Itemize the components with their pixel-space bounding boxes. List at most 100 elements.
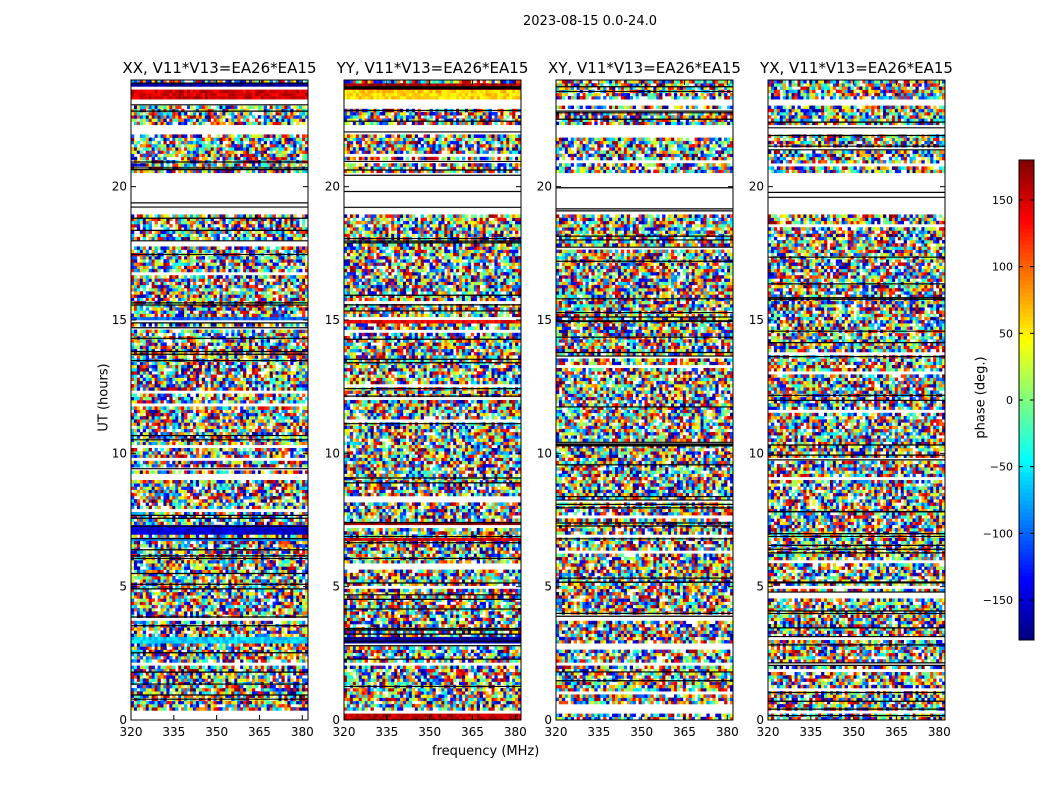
heatmap-cell <box>275 374 279 378</box>
heatmap-cell <box>136 518 141 522</box>
heatmap-cell <box>207 604 211 609</box>
heatmap-cell <box>305 416 308 420</box>
heatmap-cell <box>302 441 306 446</box>
heatmap-cell <box>145 441 149 446</box>
heatmap-cell <box>210 585 214 590</box>
heatmap-cell <box>257 428 262 433</box>
heatmap-cell <box>225 678 229 682</box>
heatmap-cell <box>222 652 226 657</box>
heatmap-cell <box>272 380 276 385</box>
heatmap-cell <box>254 630 259 634</box>
heatmap-cell <box>175 451 179 455</box>
heatmap-cell <box>195 630 200 634</box>
heatmap-cell <box>157 547 161 551</box>
heatmap-cell <box>257 489 262 494</box>
heatmap-cell <box>157 646 161 650</box>
heatmap-cell <box>133 489 138 494</box>
heatmap-cell <box>201 380 206 385</box>
heatmap-cell <box>131 604 135 609</box>
heatmap-cell <box>305 646 308 650</box>
heatmap-cell <box>201 620 206 625</box>
heatmap-cell <box>260 540 265 545</box>
heatmap-cell <box>243 496 247 500</box>
heatmap-cell <box>184 537 188 542</box>
heatmap-cell <box>260 604 265 609</box>
heatmap-cell <box>293 528 297 532</box>
heatmap-cell <box>133 534 138 538</box>
heatmap-cell <box>213 681 217 686</box>
heatmap-cell <box>293 387 297 391</box>
heatmap-cell <box>201 707 206 711</box>
heatmap-cell <box>299 675 303 679</box>
heatmap-cell <box>237 646 241 650</box>
heatmap-cell <box>151 611 155 615</box>
heatmap-cell <box>148 454 152 458</box>
heatmap-cell <box>287 656 291 660</box>
heatmap-cell <box>131 688 135 692</box>
heatmap-cell <box>139 483 144 487</box>
heatmap-cell <box>175 448 179 452</box>
heatmap-cell <box>228 547 232 551</box>
heatmap-cell <box>178 496 182 500</box>
heatmap-cell <box>160 489 164 494</box>
heatmap-cell <box>296 547 300 551</box>
heatmap-cell <box>278 569 282 574</box>
heatmap-cell <box>181 528 185 532</box>
heatmap-cell <box>157 672 161 676</box>
heatmap-cell <box>207 400 211 404</box>
heatmap-cell <box>151 486 155 490</box>
heatmap-cell <box>136 464 141 468</box>
heatmap-cell <box>148 598 152 602</box>
heatmap-cell <box>210 419 214 423</box>
heatmap-cell <box>243 579 247 583</box>
heatmap-cell <box>251 432 256 436</box>
heatmap-cell <box>175 681 179 686</box>
heatmap-cell <box>184 521 188 526</box>
heatmap-cell <box>234 377 238 382</box>
heatmap-cell <box>246 380 250 385</box>
heatmap-cell <box>266 576 270 580</box>
heatmap-cell <box>237 688 241 692</box>
heatmap-cell <box>210 668 214 673</box>
heatmap-cell <box>257 694 262 698</box>
heatmap-cell <box>269 428 273 433</box>
heatmap-cell <box>181 460 185 465</box>
heatmap-cell <box>181 601 185 606</box>
heatmap-cell <box>234 569 238 574</box>
heatmap-cell <box>169 492 173 497</box>
heatmap-cell <box>263 694 267 698</box>
heatmap-cell <box>166 441 170 446</box>
heatmap-cell <box>184 534 188 538</box>
heatmap-cell <box>246 569 250 574</box>
heatmap-cell <box>216 656 220 660</box>
heatmap-cell <box>175 544 179 548</box>
heatmap-cell <box>296 374 300 378</box>
heatmap-cell <box>163 665 167 670</box>
heatmap-cell <box>266 560 270 564</box>
heatmap-cell <box>290 521 294 526</box>
heatmap-cell <box>148 387 152 391</box>
heatmap-cell <box>305 387 308 391</box>
heatmap-cell <box>254 371 259 375</box>
heatmap-cell <box>254 534 259 538</box>
heatmap-cell <box>287 422 291 426</box>
heatmap-cell <box>278 377 282 382</box>
heatmap-cell <box>296 409 300 414</box>
heatmap-cell <box>175 400 179 404</box>
heatmap-cell <box>243 412 247 417</box>
heatmap-cell <box>157 700 161 705</box>
heatmap-cell <box>305 384 308 388</box>
heatmap-cell <box>272 691 276 695</box>
heatmap-cell <box>231 448 235 452</box>
heatmap-cell <box>225 636 229 641</box>
heatmap-cell <box>296 454 300 458</box>
heatmap-cell <box>133 547 138 551</box>
heatmap-cell <box>243 547 247 551</box>
heatmap-cell <box>139 704 144 708</box>
heatmap-cell <box>254 675 259 679</box>
heatmap-cell <box>216 665 220 670</box>
heatmap-cell <box>293 620 297 625</box>
heatmap-cell <box>302 400 306 404</box>
heatmap-cell <box>172 681 176 686</box>
heatmap-cell <box>133 377 138 382</box>
